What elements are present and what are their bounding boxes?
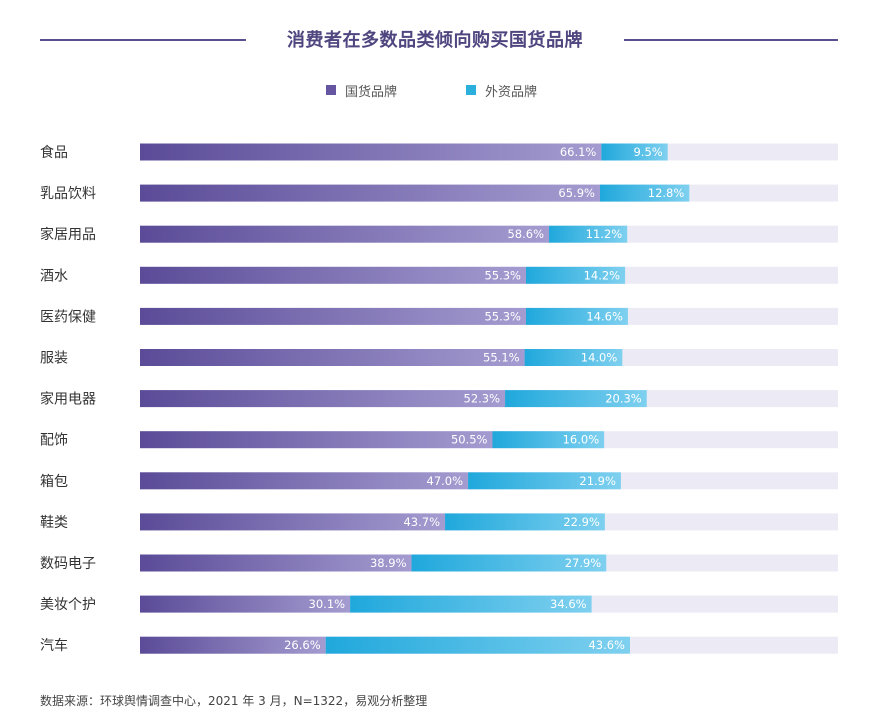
data-label-foreign: 12.8% xyxy=(648,186,685,200)
data-label-domestic: 47.0% xyxy=(427,474,464,488)
title-divider-left xyxy=(40,39,246,41)
data-label-domestic: 43.7% xyxy=(403,515,440,529)
category-label: 美妆个护 xyxy=(40,597,96,613)
data-label-domestic: 38.9% xyxy=(370,556,407,570)
bar-domestic xyxy=(140,636,326,654)
bar-foreign xyxy=(468,472,621,490)
data-label-foreign: 34.6% xyxy=(550,597,587,611)
data-label-foreign: 21.9% xyxy=(579,474,616,488)
bar-foreign xyxy=(549,225,628,243)
data-label-domestic: 58.6% xyxy=(507,227,544,241)
legend-swatch-foreign xyxy=(466,85,476,95)
category-label: 汽车 xyxy=(40,637,68,654)
data-label-foreign: 9.5% xyxy=(633,145,662,159)
category-label: 服装 xyxy=(40,351,68,367)
legend-item-domestic[interactable]: 国货品牌 xyxy=(326,80,397,100)
bar-foreign xyxy=(492,431,605,449)
legend: 国货品牌 外资品牌 xyxy=(0,80,875,100)
bar-foreign xyxy=(411,554,607,572)
bar-foreign xyxy=(325,636,630,654)
bar-domestic xyxy=(140,431,493,449)
bar-foreign xyxy=(505,390,647,408)
bar-domestic xyxy=(140,225,550,243)
data-label-domestic: 50.5% xyxy=(451,433,488,447)
title-divider-right xyxy=(624,39,838,41)
data-label-foreign: 16.0% xyxy=(563,433,600,447)
data-label-domestic: 65.9% xyxy=(558,186,595,200)
category-label: 配饰 xyxy=(40,433,68,449)
category-label: 酒水 xyxy=(40,268,68,284)
chart-header: 消费者在多数品类倾向购买国货品牌 xyxy=(0,24,875,56)
legend-item-foreign[interactable]: 外资品牌 xyxy=(466,80,537,100)
legend-label-domestic: 国货品牌 xyxy=(345,84,398,100)
data-label-foreign: 22.9% xyxy=(563,515,600,529)
bar-foreign xyxy=(350,595,592,613)
bar-domestic xyxy=(140,184,600,202)
bar-domestic xyxy=(140,513,446,531)
data-label-foreign: 43.6% xyxy=(588,638,625,652)
bar-domestic xyxy=(140,266,526,284)
bar-foreign xyxy=(445,513,605,531)
data-label-domestic: 52.3% xyxy=(464,392,501,406)
bar-domestic xyxy=(140,554,412,572)
category-label: 鞋类 xyxy=(40,515,68,531)
bar-domestic xyxy=(140,472,469,490)
data-label-domestic: 55.3% xyxy=(484,268,521,282)
bar-foreign xyxy=(599,184,690,202)
category-label: 家用电器 xyxy=(40,391,96,408)
bar-foreign xyxy=(601,143,668,161)
data-label-foreign: 27.9% xyxy=(565,556,602,570)
source-note: 数据来源：环球舆情调查中心，2021 年 3 月，N=1322，易观分析整理 xyxy=(40,694,428,708)
data-label-foreign: 14.6% xyxy=(586,309,623,323)
bar-domestic xyxy=(140,595,351,613)
data-label-foreign: 11.2% xyxy=(586,227,623,241)
category-label: 数码电子 xyxy=(40,556,96,572)
bar-foreign xyxy=(524,349,623,366)
data-label-domestic: 55.1% xyxy=(483,351,520,365)
data-label-domestic: 30.1% xyxy=(309,597,346,611)
bar-domestic xyxy=(140,390,506,408)
category-label: 医药保健 xyxy=(40,309,96,325)
chart-title: 消费者在多数品类倾向购买国货品牌 xyxy=(287,30,583,51)
category-label: 家居用品 xyxy=(40,226,96,243)
bar-foreign xyxy=(525,307,628,325)
category-label: 食品 xyxy=(40,144,68,161)
bar-domestic xyxy=(140,143,602,161)
category-label: 箱包 xyxy=(40,474,68,490)
bar-foreign xyxy=(525,266,626,284)
data-label-domestic: 66.1% xyxy=(560,145,597,159)
bar-domestic xyxy=(140,349,525,366)
category-label: 乳品饮料 xyxy=(40,186,96,202)
data-label-domestic: 26.6% xyxy=(284,638,321,652)
bar-domestic xyxy=(140,307,526,325)
data-label-foreign: 20.3% xyxy=(605,392,642,406)
data-label-foreign: 14.0% xyxy=(581,351,618,365)
data-label-foreign: 14.2% xyxy=(584,268,621,282)
legend-label-foreign: 外资品牌 xyxy=(485,84,538,100)
data-label-domestic: 55.3% xyxy=(484,309,521,323)
legend-swatch-domestic xyxy=(326,85,336,95)
